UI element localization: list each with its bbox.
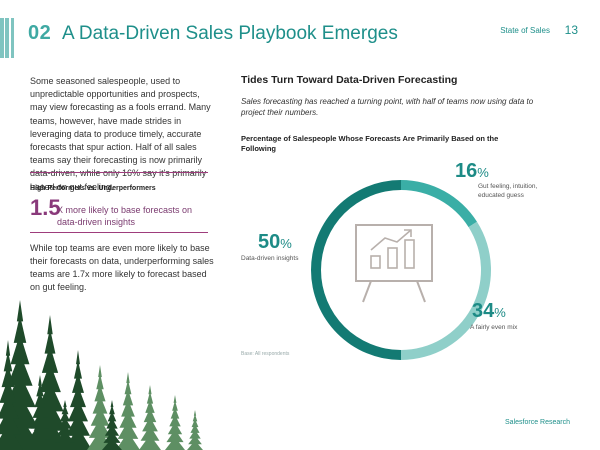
chart-source: Base: All respondents (241, 351, 290, 357)
page-title: A Data-Driven Sales Playbook Emerges (62, 23, 398, 44)
footer-publisher: Salesforce Research (505, 419, 570, 426)
pine-tree-6 (139, 385, 161, 450)
closing-paragraph: While top teams are even more likely to … (30, 243, 214, 292)
pct-sign-data: % (280, 236, 292, 251)
pct-label-gut: 16% (455, 160, 489, 183)
pine-tree-10 (187, 410, 203, 450)
pct-desc-gut: Gut feeling, intuition, educated guess (478, 183, 538, 199)
pine-tree-5 (116, 372, 140, 450)
stat-value: 1.5 (30, 195, 61, 220)
section-number: 02 (28, 22, 52, 44)
pct-desc-mix: A fairly even mix (470, 324, 518, 331)
pct-value-data: 50 (258, 231, 281, 253)
divider-top (30, 172, 208, 173)
pine-forest-illustration (0, 300, 203, 450)
stat-text: X more likely to base forecasts on data-… (57, 205, 193, 227)
pct-sign-gut: % (477, 165, 489, 180)
presentation-chart-icon (355, 224, 433, 303)
intro-paragraph: Some seasoned salespeople, used to unpre… (30, 76, 211, 192)
donut-slice-1 (401, 221, 491, 360)
pct-value-mix: 34 (472, 300, 495, 322)
section-title: Tides Turn Toward Data-Driven Forecastin… (241, 74, 458, 86)
section-subtitle: Sales forecasting has reached a turning … (241, 97, 534, 117)
donut-slice-2 (311, 180, 401, 360)
pine-tree-11 (53, 400, 77, 450)
pct-sign-mix: % (494, 305, 506, 320)
pine-tree-8 (27, 375, 53, 450)
donut-chart (311, 180, 491, 360)
pine-tree-1 (31, 315, 69, 450)
report-name: State of Sales (500, 26, 550, 35)
chart-title: Percentage of Salespeople Whose Forecast… (241, 134, 499, 153)
pine-tree-3 (64, 350, 92, 450)
pine-tree-7 (165, 395, 185, 450)
divider-bottom (30, 232, 208, 233)
section-accent-bar (0, 18, 14, 58)
pine-tree-2 (0, 340, 23, 450)
pine-tree-9 (102, 400, 122, 450)
pct-value-gut: 16 (455, 160, 478, 182)
pct-desc-data: Data-driven insights (241, 255, 299, 262)
donut-slice-0 (401, 180, 477, 228)
page-number: 13 (564, 23, 578, 37)
pct-label-mix: 34% (472, 300, 506, 323)
pct-label-data: 50% (258, 231, 292, 254)
comparison-label: High Performers vs. Underperformers (30, 185, 156, 192)
pine-tree-4 (87, 365, 113, 450)
